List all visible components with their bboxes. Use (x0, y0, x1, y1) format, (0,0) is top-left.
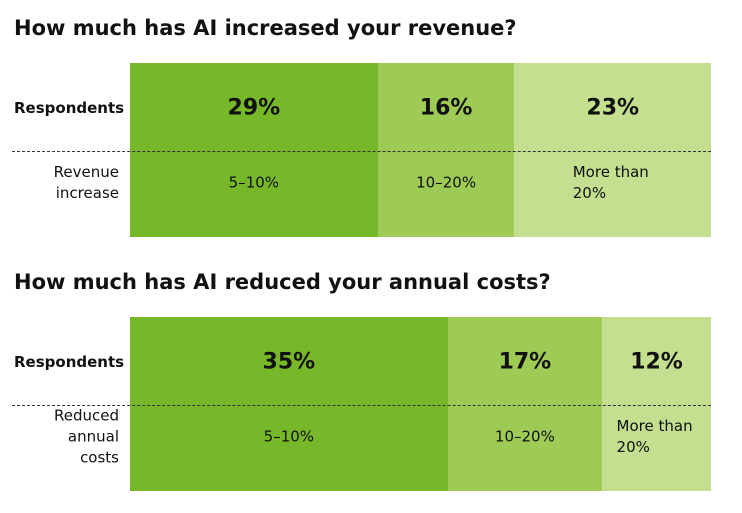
divider (12, 405, 711, 406)
bar-segment: 16% 10–20% (377, 63, 515, 237)
segment-label: 10–20% (494, 427, 555, 446)
value-label: 35% (262, 349, 316, 375)
value-label: 17% (498, 349, 552, 375)
value-label: 23% (586, 95, 640, 121)
chart-title: How much has AI increased your revenue? (14, 16, 517, 40)
divider (12, 151, 711, 152)
segment-label: 5–10% (228, 173, 280, 192)
value-label: 29% (227, 95, 281, 121)
value-label: 12% (630, 349, 683, 375)
row-label: Respondents (14, 99, 125, 117)
category-label: Reduced annual costs (53, 406, 119, 467)
segment-label: 10–20% (416, 173, 477, 192)
segment-label: More than 20% (572, 163, 649, 202)
bar-segment: 23% More than 20% (514, 63, 711, 237)
segment-label: 5–10% (263, 427, 315, 446)
bar-segment: 12% More than 20% (602, 317, 711, 491)
bar-segment: 35% 5–10% (130, 317, 448, 491)
category-label: Revenue increase (53, 163, 119, 202)
row-label: Respondents (14, 353, 125, 371)
segment-label: More than 20% (616, 417, 693, 456)
value-label: 16% (419, 95, 473, 121)
bar-segment: 17% 10–20% (447, 317, 603, 491)
chart-title: How much has AI reduced your annual cost… (14, 270, 551, 294)
bar-segment: 29% 5–10% (130, 63, 378, 237)
